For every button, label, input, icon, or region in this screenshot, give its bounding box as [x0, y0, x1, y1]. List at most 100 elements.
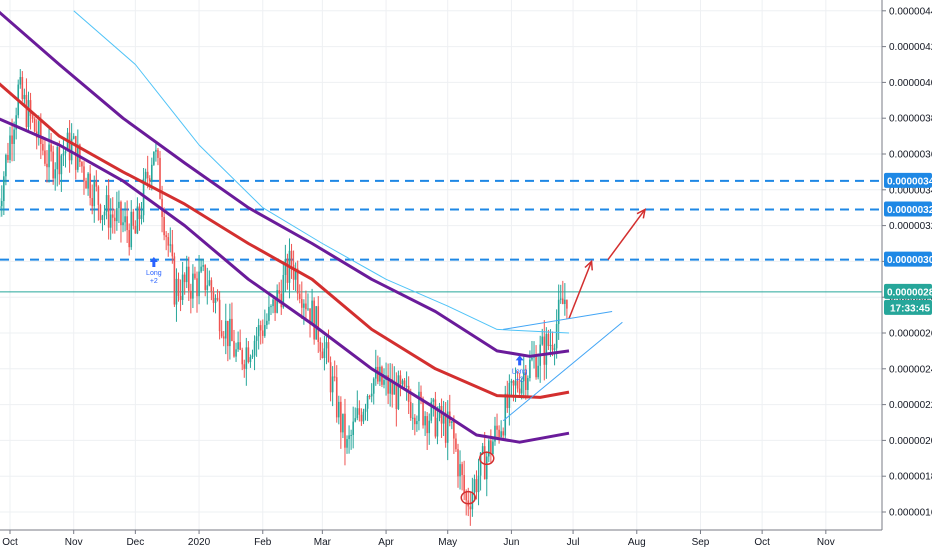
highlight-ellipse[interactable]: [460, 490, 477, 505]
candle-body: [64, 151, 67, 154]
candle-body: [502, 431, 504, 436]
trendline-line[interactable]: [502, 321, 623, 422]
candle-body: [284, 259, 287, 275]
candle-body: [81, 161, 83, 167]
candle-body: [368, 395, 371, 397]
candle-body: [27, 100, 30, 127]
candle-body: [122, 222, 124, 226]
candle-body: [192, 273, 194, 299]
candle-body: [446, 411, 449, 443]
trendline-line[interactable]: [503, 311, 613, 330]
candle-body: [146, 171, 149, 179]
candle-body: [9, 135, 11, 160]
candle-body: [541, 336, 544, 345]
candle-body: [424, 416, 426, 426]
candle-body: [327, 342, 330, 363]
candle-body: [173, 256, 176, 305]
candle-body: [397, 375, 400, 410]
candle-body: [520, 381, 523, 394]
x-tick-label: Sep: [692, 537, 710, 548]
arrow-line[interactable]: [607, 209, 646, 261]
candle-body: [50, 144, 52, 152]
candle-body: [60, 155, 63, 175]
candle-body: [13, 129, 15, 144]
candle-body: [29, 100, 32, 116]
candle-body: [163, 217, 165, 236]
long-entry-icon: [149, 256, 158, 267]
candle-body: [559, 298, 562, 300]
candle-body: [307, 308, 309, 310]
candle-body: [157, 149, 159, 158]
price-axis[interactable]: 0.00000160 0.00000180 0.00000200 0.00000220…: [881, 0, 932, 530]
moving-average-line: [0, 82, 570, 399]
moving-average-line: [0, 117, 570, 444]
price-badge: [884, 251, 932, 267]
candle-body: [333, 376, 336, 378]
candle-body: [485, 456, 488, 480]
candle-body: [354, 418, 357, 422]
candle-body: [481, 446, 484, 453]
candle-body: [395, 383, 398, 410]
time-axis[interactable]: Oct Nov Dec 2020 Feb Mar Apr May Jun Jul Aug Sep Oct…: [0, 529, 882, 548]
candle-body: [545, 333, 548, 365]
candle-body: [44, 150, 46, 164]
candle-body: [204, 265, 207, 290]
price-badge-label: 0.00000283: [887, 287, 932, 298]
candle-body: [159, 157, 161, 199]
arrow-line[interactable]: [568, 261, 593, 319]
candle-body: [298, 293, 301, 300]
candle-body: [11, 135, 13, 144]
candle-body: [518, 388, 521, 394]
candle-body: [492, 441, 494, 455]
candle-body: [317, 306, 320, 342]
candle-body: [564, 299, 566, 304]
candle-body: [496, 425, 498, 430]
x-tick-label: May: [438, 537, 457, 548]
candle-body: [453, 421, 455, 439]
drawings[interactable]: [460, 208, 647, 505]
candle-body: [179, 295, 182, 300]
candle-body: [187, 266, 190, 291]
candle-body: [222, 336, 225, 339]
candle-body: [239, 342, 241, 350]
candle-body: [461, 464, 463, 476]
candle-body: [208, 280, 211, 286]
candle-body: [434, 399, 437, 437]
candle-body: [391, 379, 394, 395]
candle-body: [428, 420, 431, 434]
candle-body: [432, 399, 435, 402]
long-entry-icon: [515, 355, 524, 366]
candle-body: [352, 421, 354, 435]
candle-body: [3, 176, 5, 202]
candle-body: [33, 118, 36, 132]
candle-body: [148, 178, 151, 182]
candle-body: [282, 274, 285, 308]
candle-body: [418, 391, 420, 422]
candle-body: [136, 206, 139, 234]
candle-body: [471, 492, 474, 510]
candle-body: [409, 401, 412, 418]
candle-body: [120, 201, 122, 226]
price-badge-label: 0.00000345: [887, 176, 932, 187]
candle-body: [516, 380, 519, 389]
candle-body: [274, 299, 276, 313]
x-tick-label: Jul: [567, 537, 580, 548]
highlight-ellipse[interactable]: [479, 451, 495, 466]
candle-body: [95, 181, 98, 187]
candle-body: [514, 380, 517, 386]
candle-body: [350, 434, 352, 436]
arrow-head: [584, 259, 593, 271]
candle-body: [305, 303, 307, 310]
candle-body: [403, 380, 406, 387]
candle-body: [311, 300, 313, 325]
candle-body: [259, 325, 262, 331]
price-badges: 0.00000345 0.00000329 0.00000301 0.00000283…: [884, 172, 932, 315]
candle-body: [194, 273, 196, 279]
candle-body: [46, 163, 48, 168]
candle-body: [97, 186, 100, 205]
moving-average-line: [0, 10, 570, 358]
candle-body: [7, 154, 9, 160]
candle-body: [224, 320, 227, 339]
candle-body: [132, 211, 135, 226]
